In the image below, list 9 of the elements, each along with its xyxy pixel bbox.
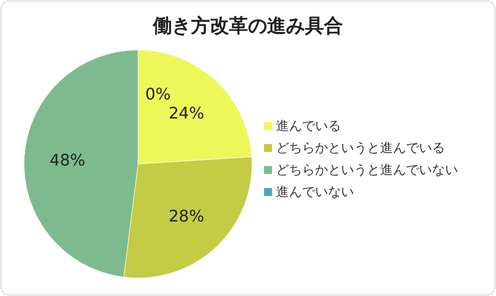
- data-label: 24%: [168, 103, 204, 122]
- chart-title: 働き方改革の進み具合: [152, 15, 343, 37]
- legend-label: 進んでいない: [276, 185, 354, 200]
- legend-label: 進んでいる: [276, 119, 341, 134]
- data-label: 48%: [50, 150, 86, 170]
- data-label: 28%: [168, 206, 204, 226]
- legend-label: どちらかというと進んでいる: [276, 141, 445, 156]
- text: 0%: [145, 84, 171, 104]
- legend-label: どちらかというと進んでいない: [276, 163, 458, 178]
